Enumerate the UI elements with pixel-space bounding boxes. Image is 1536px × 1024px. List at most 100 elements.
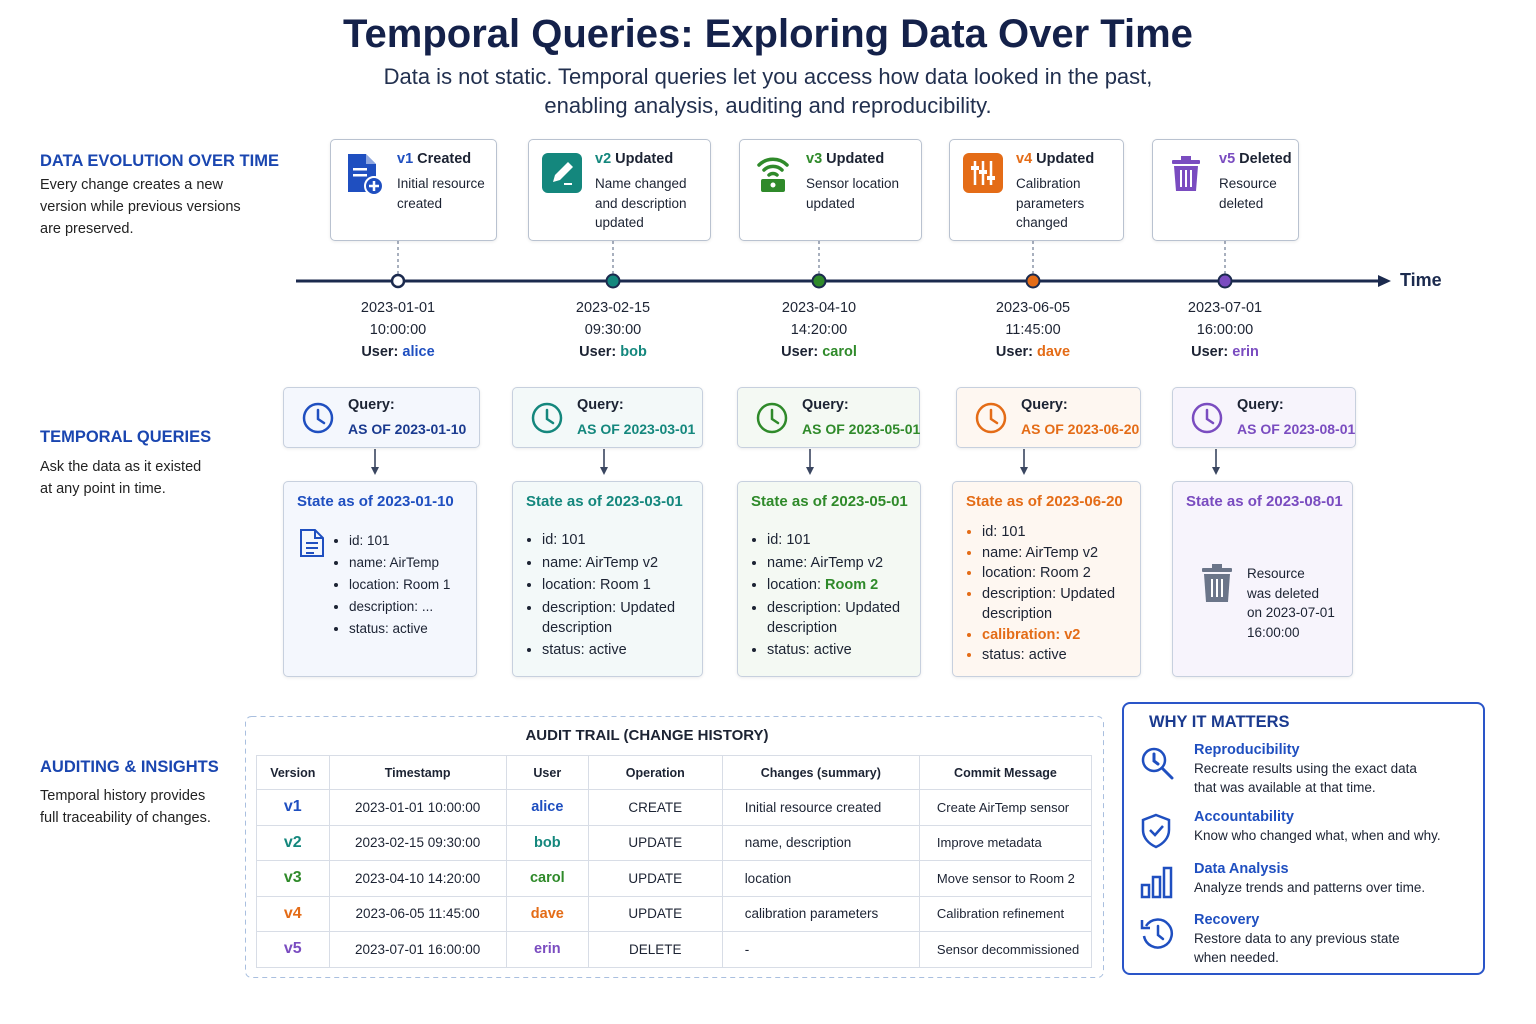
version-description: Name changed [595,176,687,191]
field-key: calibration: [982,626,1061,643]
icon-part [316,408,326,425]
field-key: name: [982,544,1023,561]
query-arrowhead [1020,467,1028,475]
state-box [737,481,921,677]
icon-part [971,166,979,170]
field-value: active [813,642,852,658]
audit-table: Version Timestamp User Operation Changes (su… [256,755,1093,968]
version-action: Created [417,151,472,167]
user-label: User: [781,344,819,360]
audit-cell: erin [505,931,589,968]
field-value: v2 [1064,626,1081,643]
state-field: calibration: v2 [982,625,1147,646]
icon-part [1191,402,1223,434]
version-user: User: alice [308,344,488,360]
why-title: WHY IT MATTERS [1149,713,1290,731]
version-title: v1 Created [397,151,471,167]
state-title: State as of 2023-03-01 [526,493,683,510]
icon-part [1140,883,1151,899]
version-action: Updated [615,151,674,167]
section-text: Ask the data as it existed [40,459,202,475]
section-title: AUDITING & INSIGHTS [40,758,219,776]
audit-cell: v3 [256,860,330,897]
icon-part [302,402,334,434]
user-name: alice [402,344,435,360]
field-key: description: [767,599,842,616]
why-icon [1140,813,1176,854]
audit-row: v3 2023-04-10 14:20:00 carol UPDATE location… [256,860,1093,897]
why-frame [1122,702,1485,975]
version-description: Sensor location [806,176,900,191]
field-value: active [392,621,428,636]
icon-part [1142,918,1173,949]
state-field: name: AirTemp v2 [982,543,1147,564]
state-field: name: AirTemp v2 [542,553,709,573]
icon-part [300,529,324,557]
field-key: name: [767,554,808,571]
icon-part [770,408,780,425]
audit-cell: 2023-01-01 10:00:00 [328,789,507,826]
audit-frame [245,716,1104,978]
audit-cell: UPDATE [587,860,723,897]
icon-part [756,402,788,434]
audit-cell: CREATE [587,789,723,826]
state-fields: id: 101name: AirTemp v2location: Room 2d… [966,522,1147,666]
field-key: id: [767,532,783,548]
audit-cell: calibration parameters [721,895,920,932]
query-clause: AS OF 2023-03-01 [577,421,696,437]
field-value: 101 [786,532,811,548]
icon-part [1172,156,1200,191]
audit-cell: name, description [721,824,920,861]
query-label: Query: [1021,397,1068,413]
version-description: created [397,195,443,211]
state-box [1172,481,1353,677]
header-cell: Version [256,755,330,790]
state-title: State as of 2023-06-20 [966,493,1123,510]
clock-icon [1190,401,1224,440]
field-value: ... [421,599,434,614]
state-field: id: 101 [542,530,709,550]
version-title: v2 Updated [595,151,673,167]
state-field: status: active [349,618,483,640]
version-icon [753,153,793,198]
state-box [283,481,477,677]
audit-cell: Create AirTemp sensor [918,789,1093,826]
state-field: description: Updated description [542,598,709,638]
state-field: location: Room 1 [542,575,709,595]
state-field: description: ... [349,596,483,618]
user-name: carol [822,344,857,360]
field-value: 101 [367,533,390,548]
field-key: name: [349,555,387,570]
field-value: Updated description [542,599,676,636]
header-cell: Timestamp [328,755,507,790]
audit-row: v1 2023-01-01 10:00:00 alice CREATE Initial … [256,789,1093,826]
query-label: Query: [348,397,395,413]
audit-cell: v5 [256,931,330,968]
why-item-text: that was available at that time. [1194,780,1376,795]
field-key: location: [542,577,597,593]
section-text: version while previous versions [40,199,241,215]
field-key: name: [542,554,583,571]
icon-part [348,154,384,196]
version-user: User: carol [729,344,909,360]
icon-part [1191,402,1223,434]
version-description: Calibration [1016,176,1081,191]
header-cell: User [505,755,589,790]
query-box [283,387,480,448]
audit-cell: 2023-06-05 11:45:00 [328,895,507,932]
state-field: location: Room 2 [767,575,927,595]
header-cell: Commit Message [918,755,1093,790]
audit-cell: Sensor decommissioned [918,931,1093,968]
user-label: User: [579,344,617,360]
audit-cell: - [721,931,920,968]
timeline-dot [811,273,827,289]
version-description: changed [1016,215,1068,230]
audit-row: v4 2023-06-05 11:45:00 dave UPDATE calibrati… [256,895,1093,932]
state-field: description: Updated description [767,598,927,638]
icon-part [1152,752,1174,780]
field-value: Room 2 [1040,565,1091,581]
icon-part [306,530,323,554]
audit-cell: carol [505,860,589,897]
field-value: Updated description [982,585,1116,623]
field-key: location: [349,577,400,592]
